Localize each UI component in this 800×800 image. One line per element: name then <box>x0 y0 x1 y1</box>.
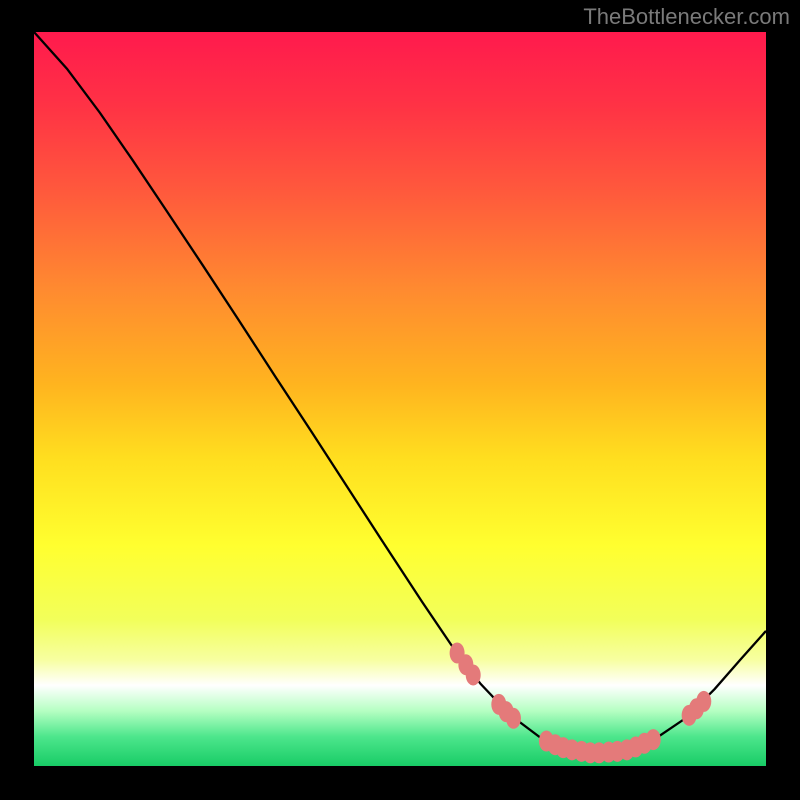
marker-dot <box>646 729 661 750</box>
marker-dot <box>466 664 481 685</box>
chart-container: { "watermark": { "text": "TheBottlenecke… <box>0 0 800 800</box>
plot-background <box>34 32 766 766</box>
chart-svg <box>0 0 800 800</box>
marker-dot <box>506 708 521 729</box>
marker-dot <box>696 691 711 712</box>
watermark-text: TheBottlenecker.com <box>583 4 790 30</box>
